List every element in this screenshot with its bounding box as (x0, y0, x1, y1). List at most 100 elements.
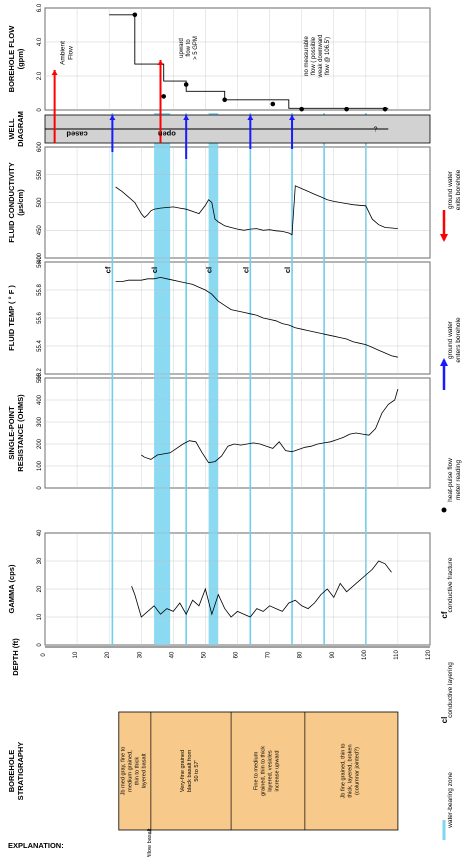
stratigraphy-unit-text: medium grained, (127, 750, 133, 792)
gamma-title: GAMMA (cps) (7, 564, 16, 613)
depth-tick-label: 110 (394, 650, 400, 660)
stratigraphy-unit-text: layered, vesicles (267, 750, 273, 792)
legend-label: meter reading (455, 460, 462, 500)
resistance-line (141, 388, 399, 464)
legend-cl-symbol: cl (440, 717, 449, 724)
depth-tick-label: 90 (330, 651, 336, 658)
flow-tick-label: 4.0 (37, 37, 43, 46)
no-flow-text: weak downward (318, 34, 324, 78)
ambient-flow-text: Ambient (59, 41, 66, 65)
water-zone-0 (154, 113, 171, 645)
no-flow-text: flow @ 106.5') (325, 37, 331, 75)
cond-tick-label: 500 (37, 197, 43, 208)
res-tick-label: 400 (37, 394, 43, 405)
feature-label: cl (283, 267, 292, 273)
cased-label: cased (66, 130, 88, 139)
outflow-arrow-head (157, 60, 164, 65)
no-flow-text: no measurable (304, 35, 310, 75)
stratigraphy-unit-text: increase upward (274, 750, 280, 791)
depth-tick-label: 20 (105, 651, 111, 658)
res-tick-label: 500 (37, 372, 43, 383)
no-flow-text: flow ( possible (311, 36, 317, 75)
cond-tick-label: 600 (37, 141, 43, 152)
stratigraphy-unit-text: grained, thin to thick (260, 746, 266, 796)
outflow-arrow-head (51, 70, 58, 75)
stratigraphy-unit-text: (columnar jointed?) (354, 747, 360, 795)
well-title: DIAGRAM (16, 111, 25, 147)
temp-tick-label: 55.4 (37, 340, 43, 352)
gamma-tick-label: 20 (37, 585, 43, 592)
temp-tick-label: 55.2 (37, 368, 43, 380)
legend-cf-symbol: cf (440, 611, 449, 618)
cond-tick-label: 400 (37, 252, 43, 263)
stratigraphy-unit-text: thin to thick (134, 757, 140, 785)
temp-tick-label: 55.6 (37, 312, 43, 324)
stratigraphy-unit-text: Jb fine grained, thin to (340, 743, 346, 798)
depth-tick-label: 0 (41, 653, 47, 657)
flow-reading-dot (161, 94, 167, 99)
inflow-arrow-head (183, 115, 190, 120)
flow-reading-dot (382, 106, 388, 112)
feature-label: cl (241, 267, 250, 273)
res-tick-label: 300 (37, 416, 43, 427)
cond-title: (µs/cm) (16, 189, 25, 216)
stratigraphy-column (118, 711, 399, 831)
inflow-arrow-head (289, 115, 296, 120)
gamma-tick-label: 0 (37, 643, 43, 647)
ambient-flow-text: Flow (67, 46, 74, 60)
gamma-tick-label: 10 (37, 613, 43, 620)
depth-tick-label: 80 (298, 651, 304, 658)
res-tick-label: 0 (37, 486, 43, 490)
flow-reading-dot (344, 106, 349, 112)
stratigraphy-unit-text: Very-fine grained (180, 750, 186, 792)
cond-tick-label: 450 (37, 225, 43, 236)
water-zone-1 (208, 113, 219, 645)
flow-reading-dot (222, 97, 227, 103)
inflow-arrow-head (109, 115, 116, 120)
res-tick-label: 100 (37, 460, 43, 471)
conductivity-line (115, 185, 398, 236)
temp-tick-label: 55.8 (37, 284, 43, 296)
flow-reading-dot (299, 106, 304, 112)
feature-label: cf (103, 266, 112, 273)
legend-label: ground water (447, 320, 454, 359)
stratigraphy-unit-text: Fine to medium (253, 751, 259, 790)
feature-label: cl (150, 267, 159, 273)
stratigraphy-unit-text: thick, layered, broken (347, 744, 353, 797)
legend-dot-symbol (441, 507, 447, 513)
depth-tick-label: 60 (234, 651, 240, 658)
legend-label: heat-pulse flow (447, 458, 454, 502)
temp-tick-label: 56.0 (37, 256, 43, 268)
upward-flow-text: upward (179, 38, 185, 58)
flow-tick-label: 0 (37, 108, 43, 112)
explanation-title: EXPLANATION: (8, 841, 64, 850)
feature-label: cl (204, 267, 213, 273)
flow-title: (gpm) (16, 48, 25, 69)
depth-tick-label: 50 (201, 651, 207, 658)
gamma-tick-label: 30 (37, 557, 43, 564)
flow-reading-dot (270, 101, 276, 107)
legend-label: ground water (447, 170, 454, 209)
stratigraphy-unit-text: black basalt from (187, 750, 193, 793)
res-title: SINGLE-POINT (7, 406, 16, 460)
legend-label: water-bearing zone (447, 772, 454, 829)
well-title: WELL (7, 118, 16, 140)
depth-tick-label: 70 (266, 651, 272, 658)
temp-title: FLUID TEMP ( ° F ) (7, 285, 16, 351)
cond-tick-label: 550 (37, 169, 43, 180)
upward-flow-text: flow to (186, 39, 192, 57)
legend-label: conductive layering (447, 662, 454, 718)
legend-label: enters borehole (455, 317, 462, 363)
stratigraphy-header: STRATIGRAPHY (16, 742, 25, 801)
depth-tick-label: 30 (137, 651, 143, 658)
stratigraphy-header: BOREHOLE (7, 750, 16, 793)
legend-blue-arrow-head (440, 358, 448, 366)
open-label: open (158, 130, 176, 139)
depth-tick-label: 40 (169, 651, 175, 658)
stratigraphy-unit-text: Jb med gray, fine to (120, 747, 126, 796)
unknown-label: ? (374, 127, 378, 134)
cond-title: FLUID CONDUCTIVITY (7, 162, 16, 242)
res-title: RESISTANCE (OHMS) (16, 394, 25, 472)
